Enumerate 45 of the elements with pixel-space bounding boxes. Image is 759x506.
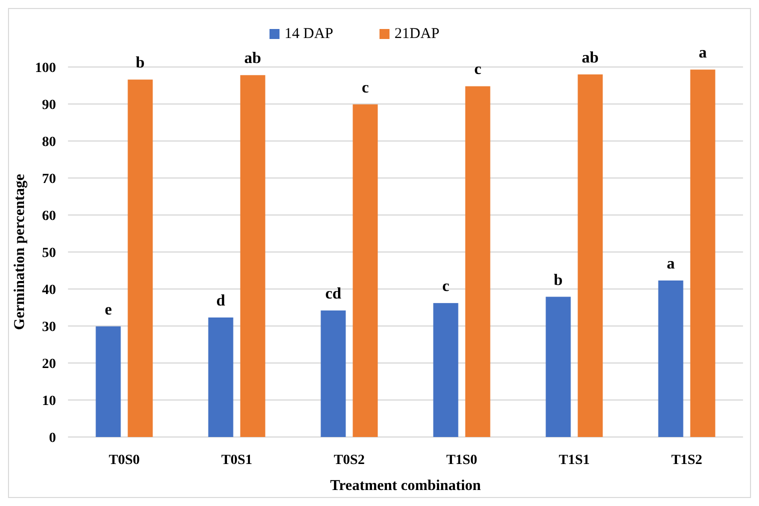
x-tick-label: T0S1 (221, 453, 252, 468)
bar (96, 326, 121, 437)
x-tick-label: T0S2 (334, 453, 365, 468)
x-tick-label: T1S1 (558, 453, 590, 468)
annotation: c (362, 79, 369, 96)
y-tick-label: 90 (42, 98, 56, 113)
y-tick-label: 40 (42, 282, 56, 298)
annotation: a (666, 255, 675, 272)
annotation: d (216, 292, 226, 310)
bar (128, 80, 153, 437)
y-tick-label: 20 (42, 356, 56, 372)
bar (320, 310, 346, 437)
y-tick-label: 0 (49, 430, 56, 446)
bar (240, 75, 266, 437)
bar (352, 104, 378, 437)
annotation: b (136, 54, 145, 72)
bar (658, 280, 684, 437)
bar (578, 74, 603, 437)
bar (546, 296, 571, 437)
y-axis-title: Germination percentage (12, 174, 28, 330)
annotation: c (442, 278, 450, 296)
y-tick-label: 80 (42, 134, 56, 150)
annotation: cd (325, 285, 342, 302)
y-tick-label: 30 (42, 320, 56, 335)
x-tick-label: T0S0 (108, 453, 140, 468)
annotation: e (104, 301, 112, 318)
annotation: a (698, 44, 707, 62)
y-tick-label: 60 (42, 208, 56, 224)
y-tick-label: 10 (42, 394, 56, 409)
y-tick-label: 50 (42, 246, 56, 261)
bar (208, 317, 234, 437)
x-axis-title: Treatment combination (330, 478, 482, 494)
bar (690, 70, 716, 437)
annotation: ab (582, 49, 599, 66)
y-tick-label: 70 (42, 172, 56, 187)
annotation: b (554, 272, 563, 289)
annotation: c (474, 61, 482, 78)
bar (433, 303, 458, 437)
x-tick-label: T1S2 (671, 453, 702, 468)
x-tick-label: T1S0 (446, 453, 478, 468)
bar (465, 86, 490, 437)
y-tick-label: 100 (35, 60, 56, 76)
legend-label: 21DAP (394, 26, 440, 42)
legend-label: 14 DAP (284, 26, 334, 42)
annotation: ab (244, 50, 262, 68)
